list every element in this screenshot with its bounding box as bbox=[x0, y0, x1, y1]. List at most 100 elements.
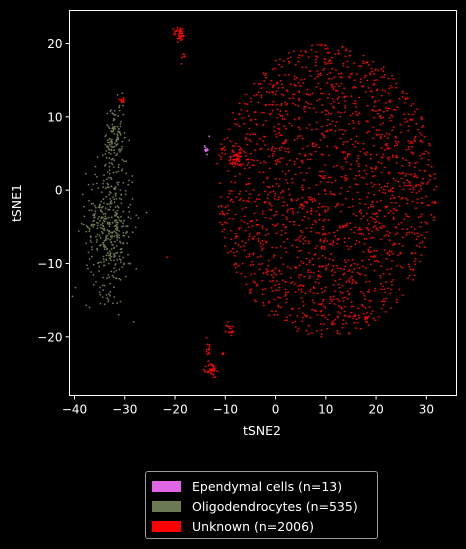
data-point bbox=[337, 49, 340, 52]
data-point bbox=[293, 83, 296, 86]
data-point bbox=[281, 86, 284, 89]
data-point bbox=[328, 232, 331, 235]
data-point bbox=[354, 110, 357, 113]
data-point bbox=[342, 297, 344, 299]
data-point bbox=[326, 51, 329, 54]
data-point bbox=[220, 143, 223, 146]
series-0-points bbox=[203, 135, 211, 156]
data-point bbox=[271, 223, 274, 226]
data-point bbox=[407, 184, 409, 187]
data-point bbox=[287, 151, 290, 154]
data-point bbox=[374, 213, 376, 216]
data-point bbox=[235, 232, 237, 235]
data-point bbox=[331, 244, 334, 246]
y-tick-label: 10 bbox=[47, 110, 62, 124]
data-point bbox=[85, 225, 88, 227]
data-point bbox=[317, 257, 320, 260]
data-point bbox=[352, 112, 354, 115]
data-point bbox=[280, 272, 283, 275]
data-point bbox=[244, 275, 247, 278]
data-point bbox=[110, 185, 113, 188]
data-point bbox=[304, 155, 307, 158]
data-point bbox=[428, 142, 431, 145]
data-point bbox=[380, 307, 383, 310]
data-point bbox=[309, 75, 312, 77]
data-point bbox=[340, 82, 343, 85]
data-point bbox=[399, 185, 401, 188]
data-point bbox=[380, 265, 383, 267]
data-point bbox=[386, 185, 389, 188]
data-point bbox=[334, 179, 337, 182]
data-point bbox=[121, 92, 124, 95]
data-point bbox=[371, 170, 374, 173]
data-point bbox=[368, 232, 370, 235]
data-point bbox=[407, 113, 410, 116]
data-point bbox=[380, 147, 383, 149]
data-point bbox=[352, 122, 355, 124]
data-point bbox=[335, 164, 338, 167]
data-point bbox=[245, 190, 248, 192]
data-point bbox=[109, 110, 112, 113]
data-point bbox=[263, 304, 265, 307]
data-point bbox=[258, 263, 261, 266]
data-point bbox=[233, 254, 236, 257]
data-point bbox=[383, 166, 386, 169]
data-point bbox=[182, 53, 185, 55]
data-point bbox=[249, 289, 252, 292]
data-point bbox=[387, 190, 390, 192]
data-point bbox=[357, 162, 360, 165]
data-point bbox=[108, 151, 110, 154]
data-point bbox=[108, 191, 111, 193]
data-point bbox=[113, 286, 115, 289]
data-point bbox=[306, 145, 309, 148]
data-point bbox=[371, 201, 374, 204]
data-point bbox=[341, 128, 344, 131]
data-point bbox=[269, 191, 272, 194]
data-point bbox=[272, 154, 274, 157]
data-point bbox=[275, 103, 278, 106]
data-point bbox=[256, 224, 259, 226]
data-point bbox=[413, 166, 416, 169]
data-point bbox=[354, 183, 357, 186]
data-point bbox=[90, 241, 93, 244]
data-point bbox=[338, 52, 340, 54]
data-point bbox=[370, 237, 372, 239]
data-point bbox=[245, 183, 248, 186]
data-point bbox=[125, 160, 127, 163]
data-point bbox=[264, 216, 267, 219]
data-point bbox=[284, 295, 286, 297]
data-point bbox=[240, 109, 243, 111]
data-point bbox=[274, 192, 277, 195]
data-point bbox=[112, 276, 115, 279]
data-point bbox=[331, 120, 334, 123]
data-point bbox=[354, 226, 357, 229]
data-point bbox=[244, 138, 247, 141]
data-point bbox=[284, 281, 287, 283]
data-point bbox=[179, 27, 182, 30]
data-point bbox=[321, 111, 323, 113]
data-point bbox=[253, 299, 256, 301]
data-point bbox=[238, 160, 241, 163]
data-point bbox=[253, 189, 255, 192]
data-point bbox=[105, 236, 107, 239]
data-point bbox=[103, 227, 106, 230]
data-point bbox=[220, 147, 223, 150]
data-point bbox=[378, 129, 380, 132]
data-point bbox=[352, 127, 355, 130]
data-point bbox=[280, 102, 283, 105]
data-point bbox=[299, 249, 302, 252]
data-point bbox=[413, 260, 416, 263]
data-point bbox=[393, 197, 396, 199]
data-point bbox=[419, 242, 422, 245]
data-point bbox=[287, 169, 290, 172]
data-point bbox=[204, 365, 207, 368]
data-point bbox=[324, 63, 327, 65]
data-point bbox=[114, 193, 117, 196]
data-point bbox=[391, 74, 393, 77]
data-point bbox=[247, 238, 250, 241]
data-point bbox=[113, 133, 116, 135]
data-point bbox=[74, 286, 77, 289]
data-point bbox=[349, 54, 351, 57]
data-point bbox=[406, 202, 408, 205]
legend-swatch-oligodendrocytes bbox=[152, 500, 181, 512]
